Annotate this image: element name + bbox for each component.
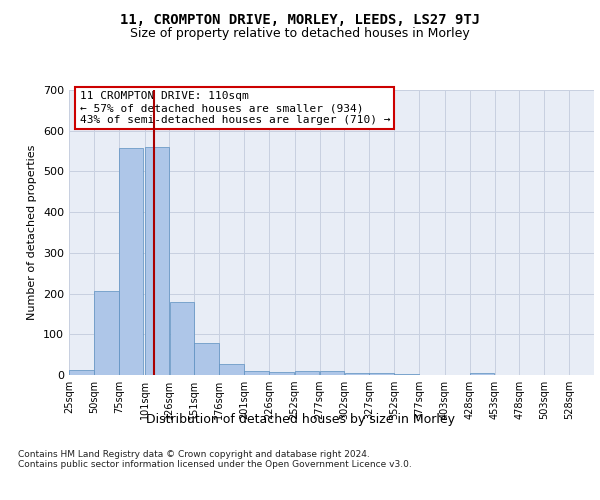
Bar: [219, 364, 244, 375]
Text: Contains HM Land Registry data © Crown copyright and database right 2024.
Contai: Contains HM Land Registry data © Crown c…: [18, 450, 412, 469]
Bar: [470, 373, 494, 375]
Bar: [344, 373, 369, 375]
Bar: [94, 290, 119, 375]
Bar: [394, 374, 419, 375]
Bar: [269, 372, 293, 375]
Text: 11 CROMPTON DRIVE: 110sqm
← 57% of detached houses are smaller (934)
43% of semi: 11 CROMPTON DRIVE: 110sqm ← 57% of detac…: [79, 92, 390, 124]
Bar: [320, 371, 344, 375]
Bar: [170, 302, 194, 375]
Bar: [145, 147, 169, 375]
Bar: [194, 343, 219, 375]
Text: 11, CROMPTON DRIVE, MORLEY, LEEDS, LS27 9TJ: 11, CROMPTON DRIVE, MORLEY, LEEDS, LS27 …: [120, 12, 480, 26]
Text: Distribution of detached houses by size in Morley: Distribution of detached houses by size …: [146, 412, 455, 426]
Bar: [119, 148, 143, 375]
Bar: [370, 373, 394, 375]
Text: Size of property relative to detached houses in Morley: Size of property relative to detached ho…: [130, 28, 470, 40]
Bar: [244, 371, 269, 375]
Bar: [295, 371, 319, 375]
Y-axis label: Number of detached properties: Number of detached properties: [28, 145, 37, 320]
Bar: [69, 370, 94, 375]
